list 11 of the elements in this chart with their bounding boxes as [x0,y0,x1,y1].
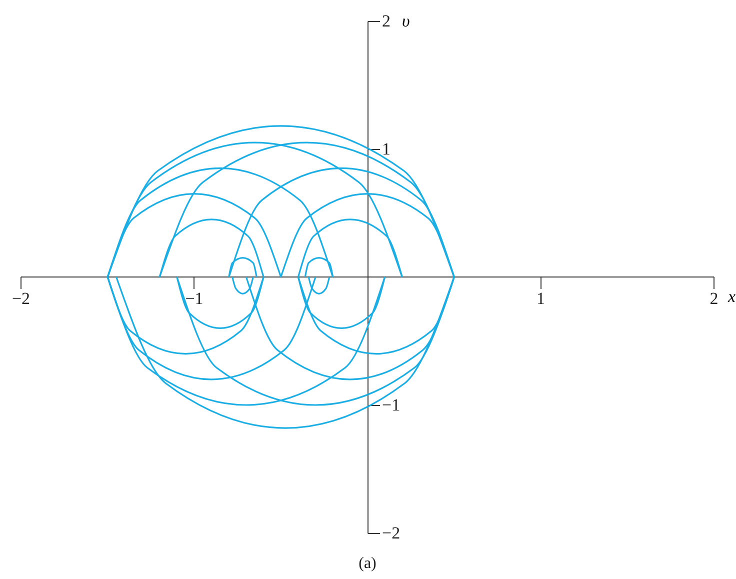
y-axis-title: υ [402,12,410,30]
y-tick-label: 2 [382,12,390,30]
y-tick-label: 1 [382,140,390,158]
x-tick-label: −2 [12,289,30,308]
y-tick-label: −1 [382,396,400,414]
x-tick-label: 2 [710,289,718,308]
y-tick-label: −2 [382,524,400,542]
text: (a) [358,555,376,572]
x-tick-label: 1 [536,289,545,308]
x-axis-title: x [727,287,736,306]
x-tick-label: −1 [185,289,204,308]
